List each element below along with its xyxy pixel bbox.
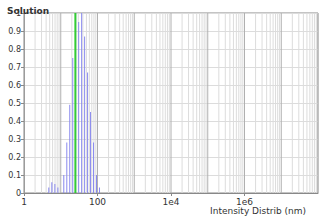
svg-text:1e6: 1e6 — [236, 197, 253, 207]
svg-text:0.1: 0.1 — [8, 171, 21, 180]
svg-text:1: 1 — [21, 197, 27, 207]
svg-text:0.7: 0.7 — [8, 63, 21, 72]
svg-text:Solution: Solution — [7, 6, 49, 16]
svg-text:0: 0 — [15, 188, 21, 198]
svg-text:0.8: 0.8 — [8, 45, 21, 54]
svg-text:0.9: 0.9 — [8, 27, 21, 36]
svg-text:0.4: 0.4 — [8, 117, 21, 126]
svg-text:Intensity Distrib (nm): Intensity Distrib (nm) — [210, 206, 306, 216]
svg-text:0.2: 0.2 — [8, 153, 21, 162]
svg-text:0.5: 0.5 — [8, 99, 21, 108]
svg-text:0.6: 0.6 — [8, 81, 21, 90]
svg-text:0.3: 0.3 — [8, 135, 21, 144]
svg-text:1e4: 1e4 — [163, 197, 180, 207]
svg-text:100: 100 — [89, 197, 106, 207]
